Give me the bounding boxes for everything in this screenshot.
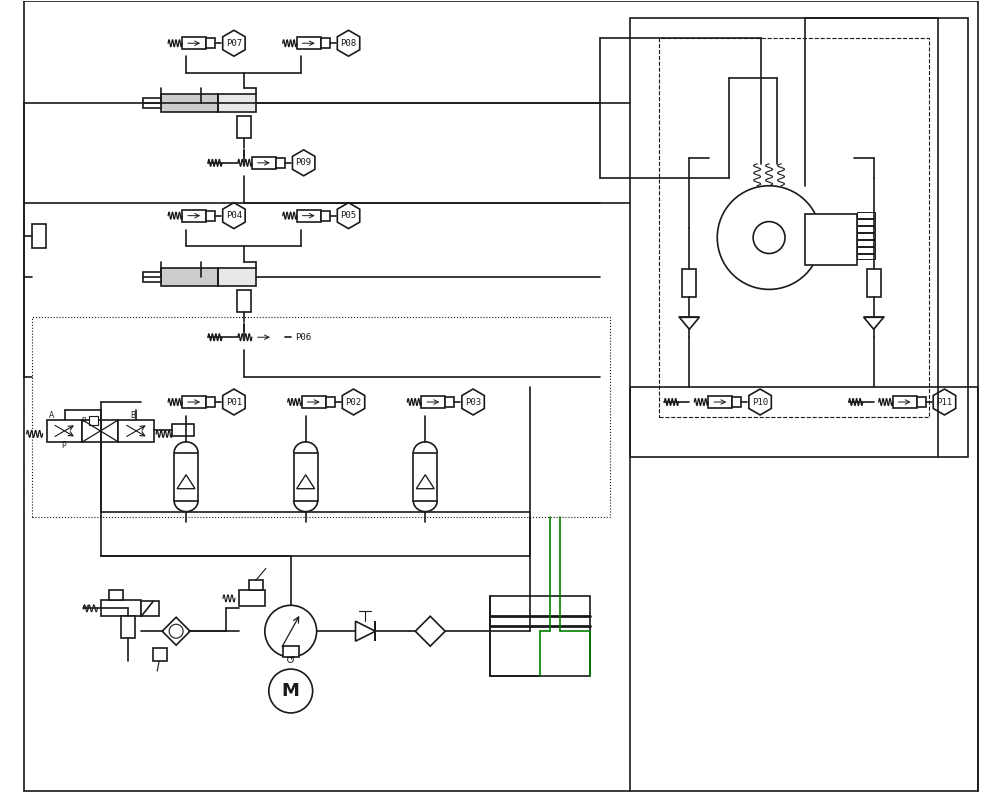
Bar bbox=[302, 396, 326, 408]
Bar bbox=[206, 397, 215, 407]
Bar bbox=[708, 396, 732, 408]
Text: P06: P06 bbox=[296, 332, 312, 341]
Text: P09: P09 bbox=[296, 158, 312, 167]
Bar bbox=[857, 226, 875, 232]
Text: P03: P03 bbox=[465, 398, 481, 407]
Bar bbox=[857, 247, 875, 253]
Polygon shape bbox=[177, 475, 195, 489]
Bar bbox=[276, 332, 285, 342]
Bar bbox=[276, 158, 285, 168]
Text: P10: P10 bbox=[752, 398, 768, 407]
Bar bbox=[121, 617, 135, 638]
Polygon shape bbox=[223, 389, 245, 415]
Bar bbox=[659, 38, 929, 417]
Bar bbox=[82, 420, 118, 442]
Bar bbox=[89, 416, 98, 425]
Bar bbox=[206, 211, 215, 220]
Text: P04: P04 bbox=[226, 211, 242, 220]
Polygon shape bbox=[933, 389, 956, 415]
Text: P01: P01 bbox=[226, 398, 242, 407]
Bar bbox=[421, 396, 445, 408]
Bar bbox=[857, 211, 875, 218]
Bar bbox=[237, 291, 251, 312]
Bar bbox=[47, 420, 82, 442]
Text: P08: P08 bbox=[340, 39, 357, 48]
Polygon shape bbox=[416, 475, 434, 489]
Bar bbox=[857, 219, 875, 224]
Polygon shape bbox=[337, 31, 360, 56]
Bar bbox=[143, 98, 161, 108]
Bar bbox=[109, 591, 123, 600]
Bar bbox=[732, 397, 741, 407]
Text: P: P bbox=[62, 441, 66, 449]
Bar bbox=[490, 596, 590, 676]
Bar bbox=[893, 396, 917, 408]
Polygon shape bbox=[342, 389, 365, 415]
Bar bbox=[857, 232, 875, 239]
Text: P02: P02 bbox=[345, 398, 362, 407]
Bar bbox=[153, 648, 167, 661]
Polygon shape bbox=[864, 317, 884, 329]
Polygon shape bbox=[355, 621, 375, 642]
Text: M: M bbox=[282, 682, 300, 700]
Polygon shape bbox=[292, 150, 315, 176]
Polygon shape bbox=[223, 203, 245, 228]
Polygon shape bbox=[415, 617, 445, 646]
Text: B: B bbox=[81, 417, 86, 423]
Text: ↺: ↺ bbox=[286, 656, 295, 666]
Bar bbox=[805, 214, 857, 266]
Text: P11: P11 bbox=[936, 398, 953, 407]
Bar bbox=[297, 37, 321, 49]
Bar bbox=[218, 94, 256, 112]
Bar bbox=[445, 397, 454, 407]
Polygon shape bbox=[223, 31, 245, 56]
Text: M: M bbox=[82, 605, 88, 611]
Bar bbox=[118, 420, 154, 442]
Polygon shape bbox=[749, 389, 771, 415]
Bar bbox=[682, 270, 696, 297]
Bar bbox=[857, 240, 875, 245]
Polygon shape bbox=[162, 617, 190, 645]
Bar bbox=[218, 269, 256, 286]
Bar bbox=[161, 94, 218, 112]
Text: P07: P07 bbox=[226, 39, 242, 48]
Bar bbox=[143, 273, 161, 282]
Bar bbox=[239, 591, 265, 606]
Bar bbox=[252, 331, 276, 343]
Bar bbox=[32, 224, 46, 248]
Text: A: A bbox=[49, 411, 54, 420]
Bar bbox=[161, 269, 218, 286]
Bar bbox=[321, 211, 330, 220]
Bar bbox=[101, 600, 141, 617]
Bar bbox=[172, 424, 194, 436]
Bar bbox=[252, 157, 276, 169]
Bar bbox=[297, 210, 321, 222]
Bar bbox=[283, 646, 299, 657]
Bar bbox=[32, 317, 610, 516]
Bar bbox=[182, 396, 206, 408]
Bar bbox=[321, 38, 330, 48]
Polygon shape bbox=[462, 389, 484, 415]
Bar bbox=[237, 116, 251, 138]
Bar bbox=[867, 270, 881, 297]
Bar bbox=[182, 37, 206, 49]
Polygon shape bbox=[297, 475, 315, 489]
Bar bbox=[249, 580, 263, 591]
Bar bbox=[141, 601, 159, 617]
Polygon shape bbox=[679, 317, 699, 329]
Bar bbox=[182, 210, 206, 222]
Bar bbox=[326, 397, 335, 407]
Polygon shape bbox=[337, 203, 360, 228]
Text: B: B bbox=[130, 411, 135, 420]
Bar bbox=[630, 19, 968, 457]
Text: P05: P05 bbox=[340, 211, 357, 220]
Bar bbox=[917, 397, 926, 407]
Bar bbox=[294, 453, 318, 500]
Bar bbox=[206, 38, 215, 48]
Bar bbox=[413, 453, 437, 500]
Bar bbox=[857, 253, 875, 260]
Bar bbox=[174, 453, 198, 500]
Polygon shape bbox=[292, 324, 315, 350]
